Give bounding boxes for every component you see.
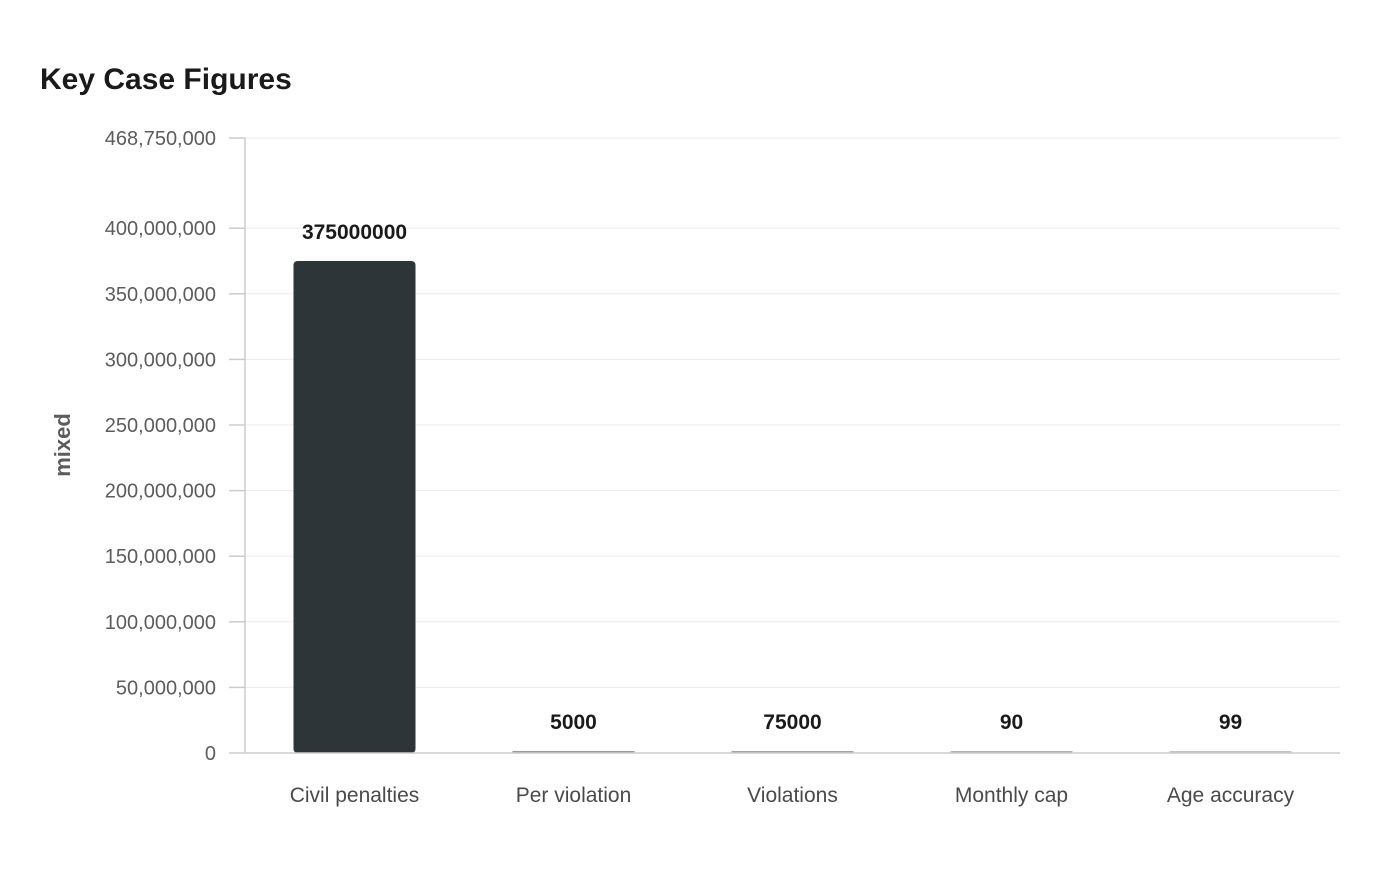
y-tick-label: 150,000,000 [105, 546, 216, 568]
bar [512, 751, 635, 753]
y-tick-label: 50,000,000 [116, 677, 216, 699]
x-tick-label: Violations [747, 784, 838, 807]
x-tick-label: Per violation [516, 784, 632, 807]
y-tick-label: 200,000,000 [105, 481, 216, 503]
y-tick-label: 468,750,000 [105, 128, 216, 150]
data-label: 90 [1000, 711, 1023, 734]
x-tick-label: Monthly cap [955, 784, 1068, 807]
y-tick-label: 400,000,000 [105, 218, 216, 240]
bar [1169, 751, 1292, 753]
bar [731, 751, 854, 753]
data-label: 75000 [763, 711, 821, 734]
data-label: 5000 [550, 711, 597, 734]
chart-title: Key Case Figures [40, 63, 292, 96]
x-tick-label: Civil penalties [290, 784, 420, 807]
bar [293, 261, 416, 753]
y-tick-labels: 0 50,000,000 100,000,000 150,000,000 200,000… [105, 128, 245, 765]
data-labels: 375000000 5000 75000 90 99 [302, 221, 1242, 734]
data-label: 99 [1219, 711, 1242, 734]
axes [244, 138, 1340, 754]
y-tick-label: 350,000,000 [105, 284, 216, 306]
data-label: 375000000 [302, 221, 407, 244]
x-tick-label: Age accuracy [1167, 784, 1295, 807]
y-tick-label: 300,000,000 [105, 349, 216, 371]
x-tick-labels: Civil penalties Per violation Violations Mo… [290, 784, 1295, 807]
y-axis-title: mixed [50, 413, 75, 477]
grid-lines [245, 137, 1340, 688]
y-tick-label: 100,000,000 [105, 612, 216, 634]
bar [950, 751, 1073, 753]
y-tick-label: 250,000,000 [105, 415, 216, 437]
y-tick-label: 0 [205, 743, 216, 765]
bars [293, 261, 1292, 753]
